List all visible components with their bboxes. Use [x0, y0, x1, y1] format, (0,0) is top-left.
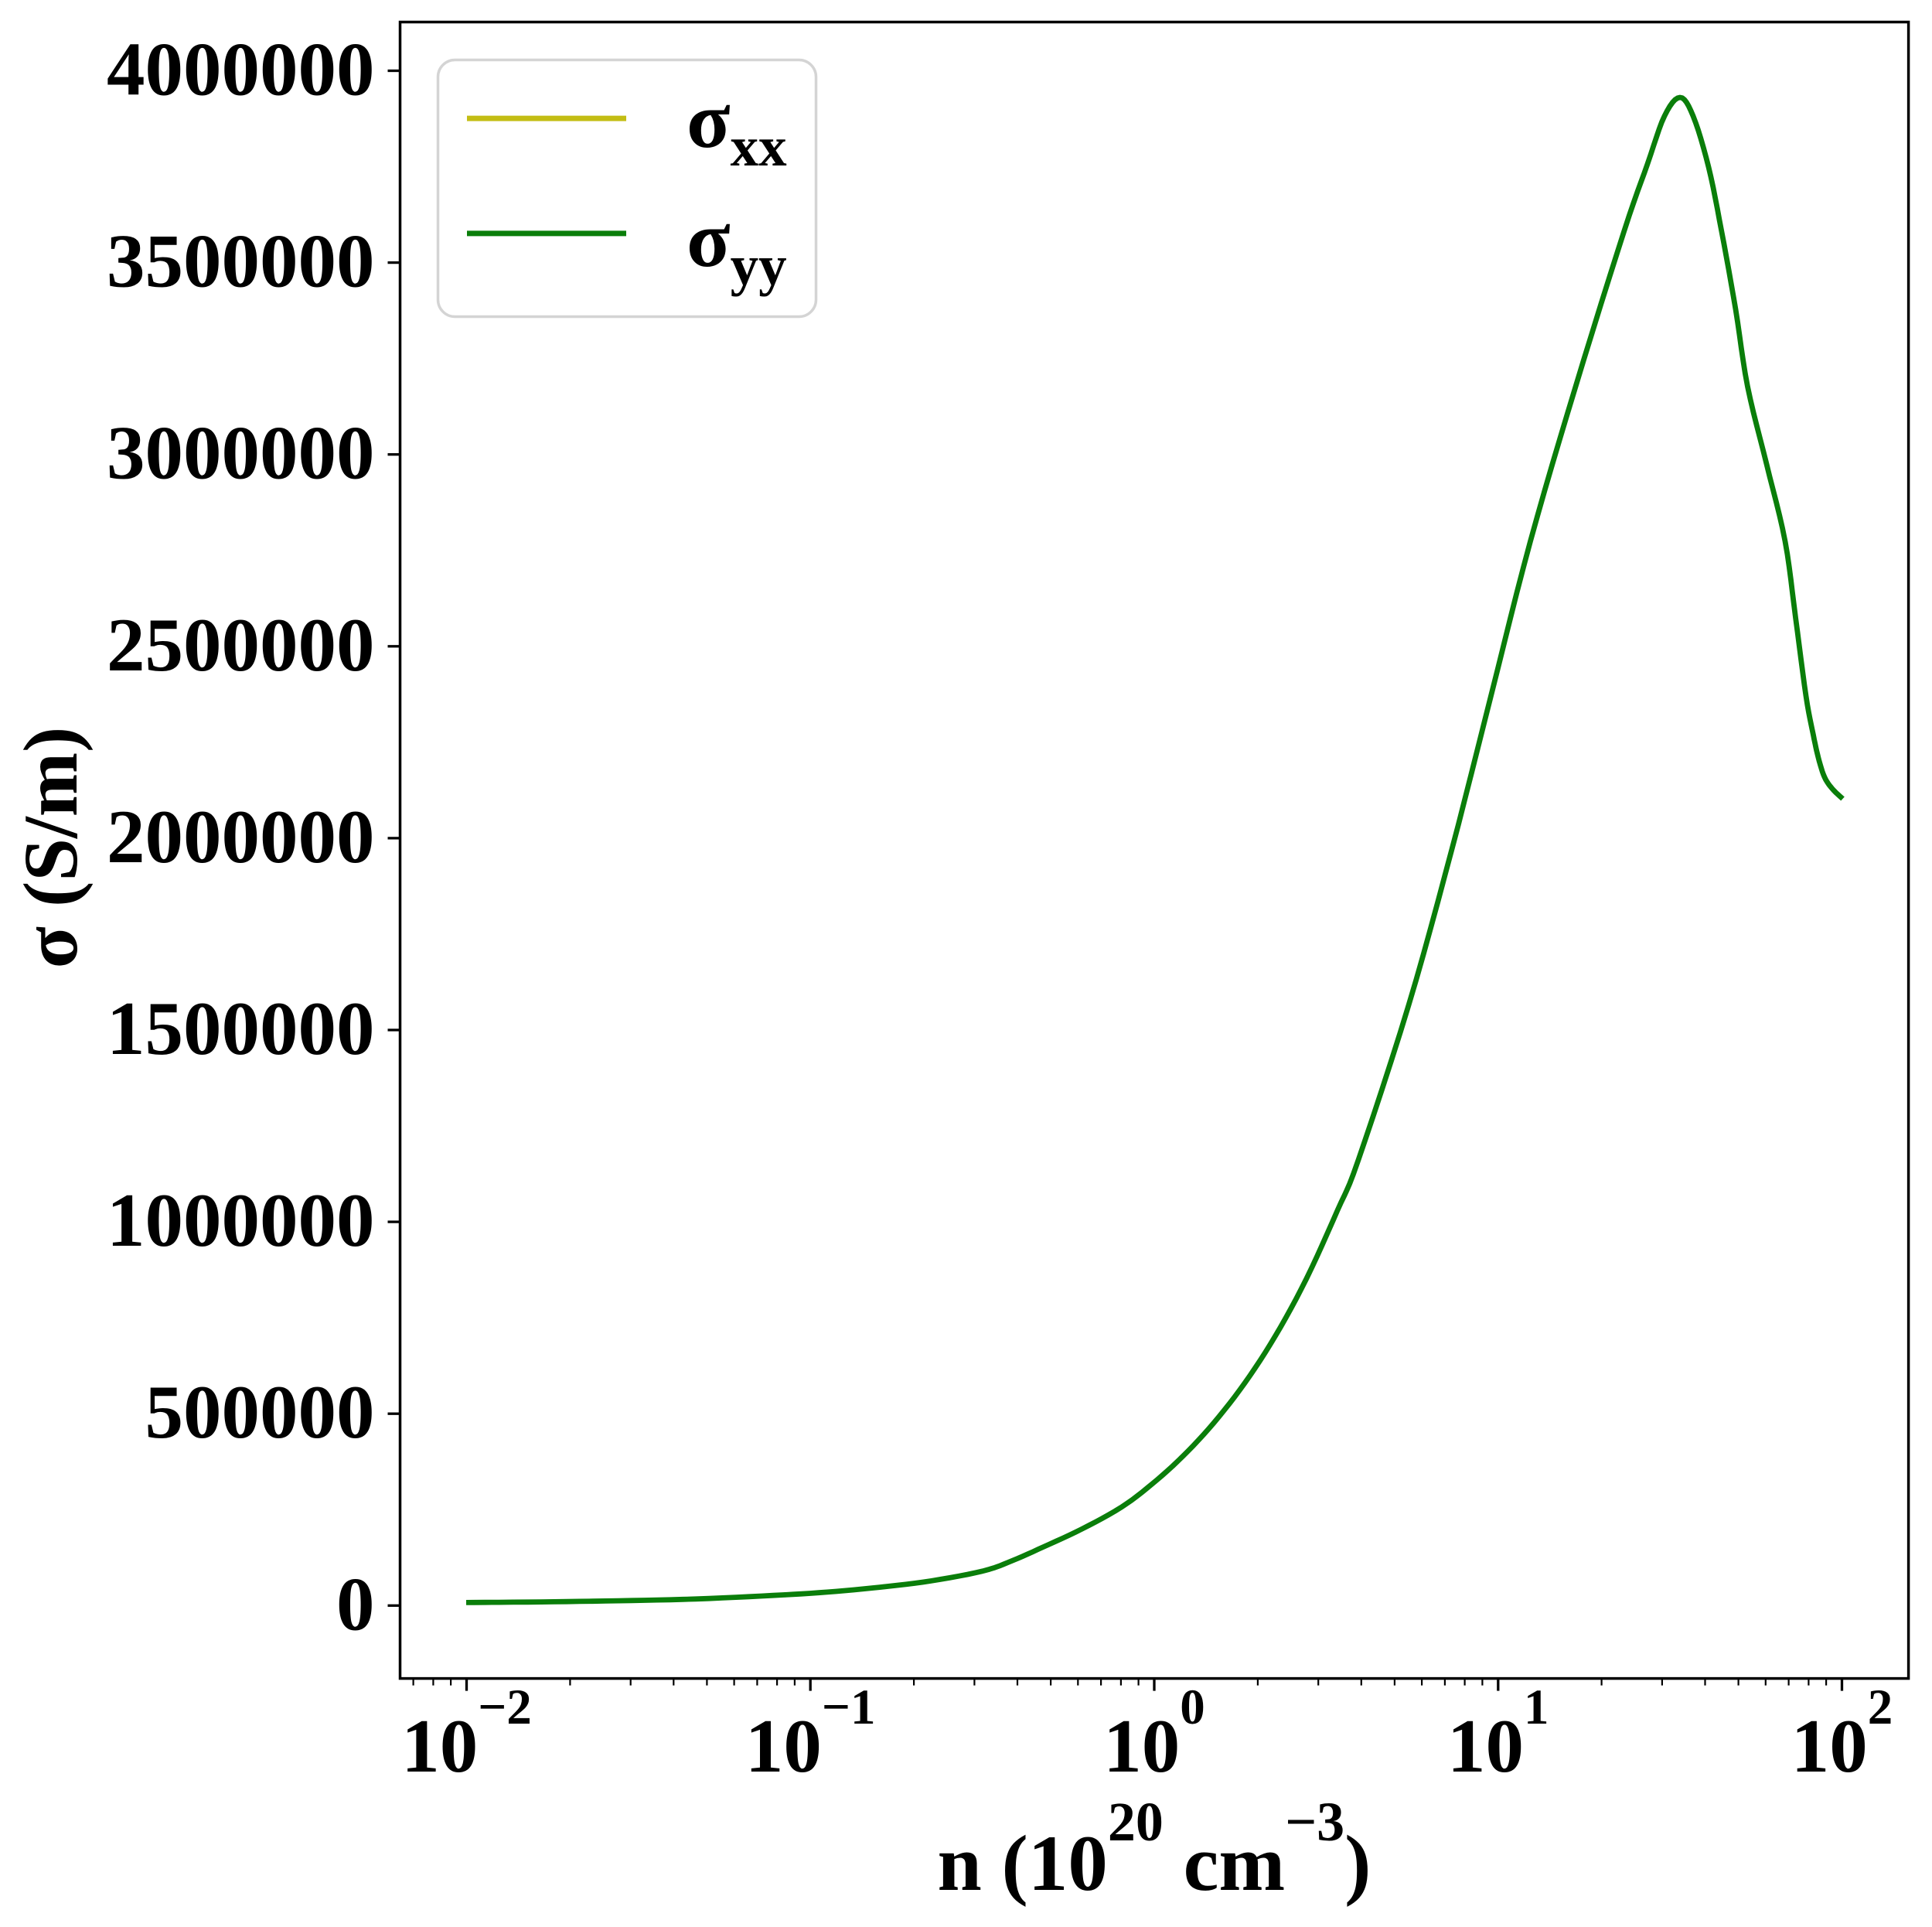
svg-text:4000000: 4000000: [107, 28, 375, 112]
svg-text:1500000: 1500000: [107, 987, 375, 1071]
svg-text:500000: 500000: [145, 1370, 375, 1455]
svg-text:0: 0: [336, 1562, 375, 1646]
svg-text:3000000: 3000000: [107, 411, 375, 496]
svg-text:1000000: 1000000: [107, 1178, 375, 1263]
svg-text:2000000: 2000000: [107, 795, 375, 879]
svg-text:σ (S/m): σ (S/m): [8, 727, 94, 969]
svg-text:3500000: 3500000: [107, 220, 375, 304]
svg-text:2500000: 2500000: [107, 603, 375, 687]
